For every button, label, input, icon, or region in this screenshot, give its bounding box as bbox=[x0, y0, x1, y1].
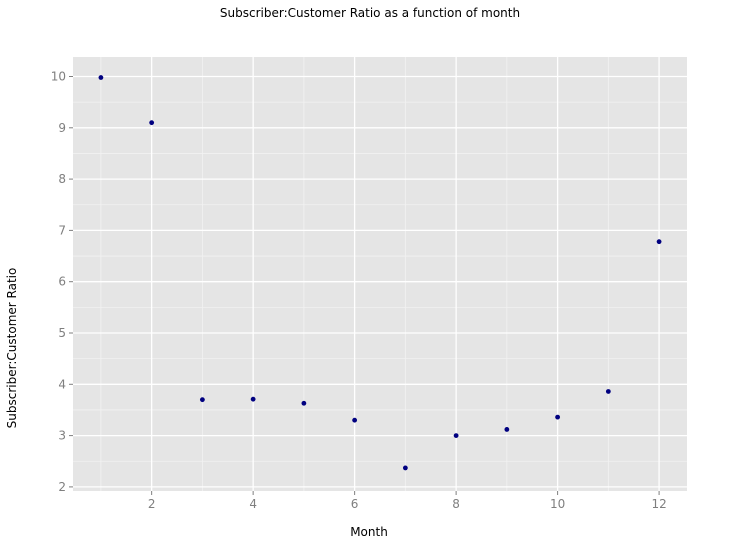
data-points bbox=[98, 75, 662, 471]
data-point bbox=[98, 75, 104, 80]
y-axis-title: Subscriber:Customer Ratio bbox=[5, 268, 19, 429]
y-tick-label: 3 bbox=[58, 429, 66, 443]
major-grid bbox=[73, 57, 687, 491]
y-tick-label: 9 bbox=[58, 121, 66, 135]
y-tick-label: 5 bbox=[58, 326, 66, 340]
data-point bbox=[250, 396, 256, 402]
data-point bbox=[453, 433, 459, 438]
data-point bbox=[402, 465, 408, 471]
chart-title: Subscriber:Customer Ratio as a function … bbox=[220, 6, 520, 20]
x-tick-label: 12 bbox=[651, 497, 666, 511]
data-point bbox=[352, 417, 358, 423]
y-tick-label: 2 bbox=[58, 480, 66, 494]
data-point bbox=[605, 389, 611, 394]
data-point bbox=[656, 239, 662, 245]
data-point bbox=[149, 120, 155, 126]
x-tick-label: 2 bbox=[148, 497, 156, 511]
x-axis-title: Month bbox=[350, 525, 388, 539]
x-tick-label: 6 bbox=[351, 497, 359, 511]
x-tick-label: 4 bbox=[249, 497, 257, 511]
x-tick-label: 8 bbox=[452, 497, 460, 511]
data-point bbox=[301, 400, 307, 406]
y-tick-label: 7 bbox=[58, 223, 66, 237]
data-point bbox=[555, 414, 561, 420]
y-tick-label: 8 bbox=[58, 172, 66, 186]
data-point bbox=[199, 397, 205, 403]
plot-panel bbox=[73, 57, 687, 491]
y-tick-label: 4 bbox=[58, 377, 66, 391]
axis-ticks: 2 4 6 8 10 12 2 3 4 5 6 7 8 9 10 bbox=[51, 69, 667, 511]
y-tick-label: 10 bbox=[51, 69, 66, 83]
minor-grid bbox=[73, 57, 687, 491]
y-tick-label: 6 bbox=[58, 275, 66, 289]
data-point bbox=[504, 427, 510, 432]
x-tick-label: 10 bbox=[550, 497, 565, 511]
